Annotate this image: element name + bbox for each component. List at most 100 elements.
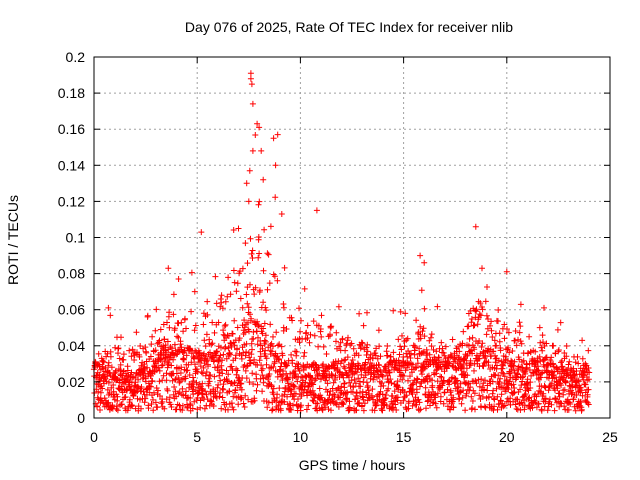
data-point <box>152 327 159 334</box>
data-point <box>118 334 124 341</box>
data-point <box>245 396 252 403</box>
data-point <box>403 392 410 399</box>
data-point <box>213 349 220 355</box>
data-point <box>220 331 227 338</box>
data-point <box>509 348 516 354</box>
data-point <box>585 347 592 354</box>
data-point <box>501 335 508 342</box>
data-point <box>579 355 586 362</box>
data-point <box>517 338 524 345</box>
data-point <box>501 402 508 409</box>
data-point <box>364 348 371 355</box>
data-point <box>189 381 196 388</box>
data-point <box>479 340 486 347</box>
data-point <box>235 225 242 232</box>
data-point <box>351 376 358 383</box>
data-point <box>225 274 232 281</box>
data-point <box>128 402 135 408</box>
data-point <box>298 317 304 324</box>
data-point <box>393 407 400 413</box>
data-point <box>357 389 363 396</box>
data-point <box>255 254 262 261</box>
data-point <box>161 336 168 343</box>
x-tick-labels: 0 5 10 15 20 25 <box>90 429 618 445</box>
data-point <box>219 357 226 364</box>
data-point <box>482 298 489 305</box>
data-point <box>570 365 577 372</box>
data-point <box>157 393 163 399</box>
data-point <box>482 377 488 384</box>
data-point <box>256 198 263 205</box>
data-point <box>266 371 273 377</box>
data-point <box>268 348 275 355</box>
data-point <box>468 319 475 326</box>
data-point <box>502 353 509 360</box>
data-point <box>447 406 454 413</box>
data-point <box>539 332 546 339</box>
data-point <box>543 340 550 347</box>
data-point <box>247 360 254 367</box>
data-point <box>483 312 490 319</box>
data-point <box>244 260 251 267</box>
data-point <box>582 381 589 388</box>
data-point <box>369 386 376 393</box>
data-point <box>165 265 172 272</box>
data-point <box>372 401 379 408</box>
data-point <box>149 377 156 384</box>
y-tick-label: 0.16 <box>58 121 85 137</box>
data-point <box>328 323 335 330</box>
data-point <box>516 319 523 326</box>
data-point <box>226 350 233 357</box>
data-point <box>255 334 261 341</box>
data-point <box>173 393 180 400</box>
data-point <box>180 328 187 335</box>
data-point <box>269 407 275 414</box>
data-point <box>244 300 251 307</box>
data-point <box>215 319 222 326</box>
data-point <box>265 251 272 258</box>
data-point <box>455 384 462 391</box>
data-point <box>227 351 233 358</box>
data-point <box>174 333 181 340</box>
data-point <box>263 355 270 362</box>
data-point <box>456 389 463 396</box>
data-point <box>345 334 351 341</box>
data-point <box>173 351 180 358</box>
data-point <box>344 389 351 396</box>
data-point <box>264 404 271 411</box>
data-point <box>379 391 386 398</box>
data-point <box>288 406 295 413</box>
data-point <box>510 381 517 388</box>
data-point <box>176 379 183 386</box>
data-point <box>259 372 266 379</box>
data-point <box>204 298 211 305</box>
data-point <box>192 361 198 368</box>
data-point <box>479 306 486 313</box>
data-point <box>146 383 153 390</box>
data-point <box>276 356 283 363</box>
data-point <box>218 344 224 351</box>
data-point <box>203 358 210 365</box>
data-point <box>128 369 135 376</box>
data-point <box>562 379 569 385</box>
data-point <box>453 378 459 385</box>
data-point <box>493 342 500 349</box>
data-point <box>555 347 562 353</box>
data-point <box>367 351 374 358</box>
data-point <box>217 389 223 396</box>
data-point <box>355 375 362 382</box>
data-point <box>349 357 356 363</box>
data-point <box>248 315 255 322</box>
data-point <box>168 404 175 410</box>
data-point <box>227 291 234 298</box>
data-point <box>517 386 523 393</box>
data-point <box>362 359 369 366</box>
data-point <box>548 354 555 361</box>
y-tick-label: 0.18 <box>58 85 85 101</box>
data-point <box>230 393 237 400</box>
data-point <box>524 376 531 383</box>
data-point <box>376 362 383 369</box>
data-point <box>398 346 405 353</box>
data-point <box>384 352 391 359</box>
data-point <box>203 391 210 398</box>
